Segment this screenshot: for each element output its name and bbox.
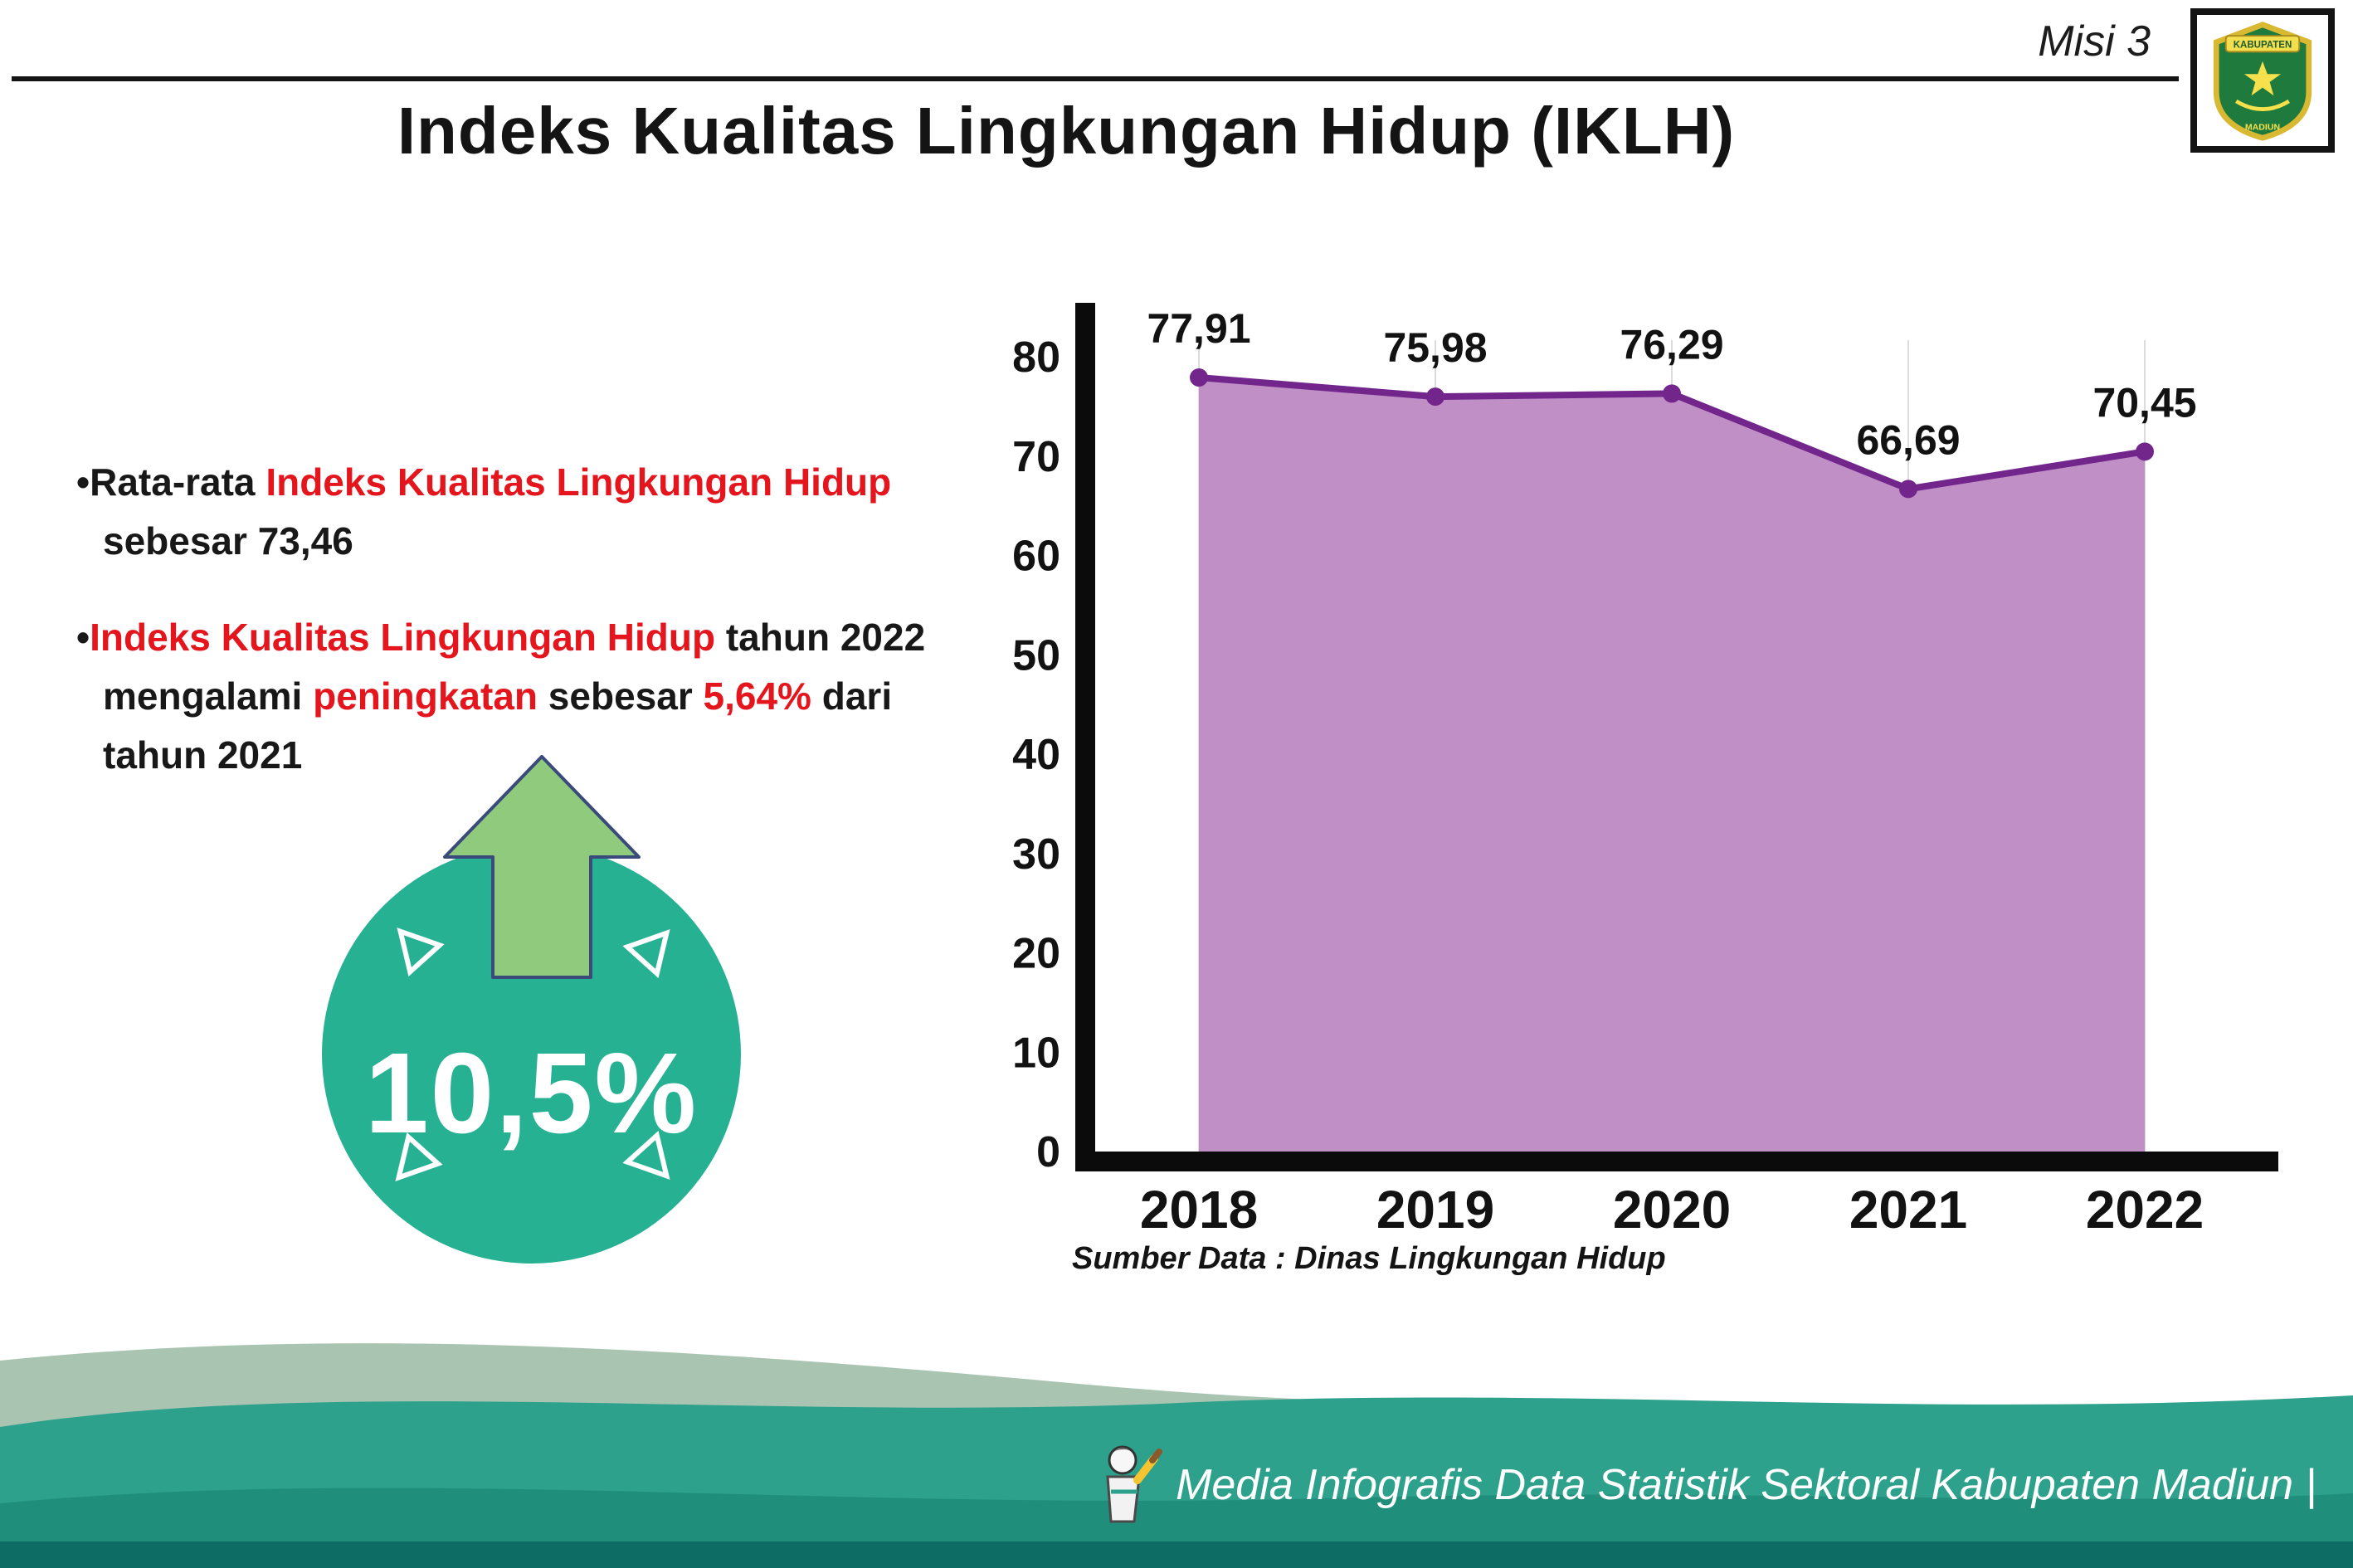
svg-text:2020: 2020 <box>1613 1180 1731 1239</box>
bullet-average-iklh: •Rata-rata Indeks Kualitas Lingkungan Hi… <box>76 460 892 563</box>
bullet-increase-2022: •Indeks Kualitas Lingkungan Hidup tahun … <box>76 615 926 777</box>
svg-text:2021: 2021 <box>1849 1180 1967 1239</box>
svg-text:2019: 2019 <box>1376 1180 1494 1239</box>
svg-text:0: 0 <box>1036 1128 1060 1176</box>
footer-waves <box>0 1343 2353 1568</box>
svg-text:MADIUN: MADIUN <box>2245 123 2280 133</box>
svg-text:20: 20 <box>1012 930 1060 978</box>
svg-text:70: 70 <box>1012 433 1060 481</box>
coat-of-arms-icon: KABUPATEN MADIUN <box>2213 22 2312 141</box>
svg-text:70,45: 70,45 <box>2092 379 2196 426</box>
misi-label: Misi 3 <box>2038 17 2151 66</box>
page-title: Indeks Kualitas Lingkungan Hidup (IKLH) <box>397 94 1736 168</box>
svg-text:2022: 2022 <box>2086 1180 2204 1239</box>
kabupaten-madiun-logo: KABUPATEN MADIUN <box>2190 8 2335 153</box>
footer-credit: Media Infografis Data Statistik Sektoral… <box>1089 1442 2316 1528</box>
badge-triangle-decorations-icon <box>395 928 670 1181</box>
bullet-dot: • <box>76 460 90 504</box>
badge-value: 10,5% <box>364 1029 699 1157</box>
svg-text:2018: 2018 <box>1140 1180 1258 1239</box>
svg-text:76,29: 76,29 <box>1620 321 1723 368</box>
svg-text:75,98: 75,98 <box>1383 324 1487 371</box>
data-source-note: Sumber Data : Dinas Lingkungan Hidup <box>1072 1241 1666 1276</box>
svg-text:60: 60 <box>1012 533 1060 581</box>
header-rule <box>12 76 2179 81</box>
svg-text:10: 10 <box>1012 1029 1060 1077</box>
mascot-icon <box>1106 1445 1163 1523</box>
bullet-dot: • <box>76 615 90 659</box>
iklh-area-chart: 0 10 20 30 40 50 60 70 80 77,91 75,98 76,29 66,69 70,… <box>1012 303 2278 1239</box>
svg-text:30: 30 <box>1012 830 1060 879</box>
svg-text:KABUPATEN: KABUPATEN <box>2234 41 2292 51</box>
up-arrow-icon <box>443 755 641 979</box>
svg-text:66,69: 66,69 <box>1856 416 1960 463</box>
svg-text:50: 50 <box>1012 631 1060 679</box>
svg-text:80: 80 <box>1012 334 1060 382</box>
footer-credit-text: Media Infografis Data Statistik Sektoral… <box>1176 1461 2316 1509</box>
summary-bullets: •Rata-rata Indeks Kualitas Lingkungan Hi… <box>76 453 981 821</box>
svg-text:40: 40 <box>1012 731 1060 779</box>
svg-text:77,91: 77,91 <box>1147 305 1250 352</box>
